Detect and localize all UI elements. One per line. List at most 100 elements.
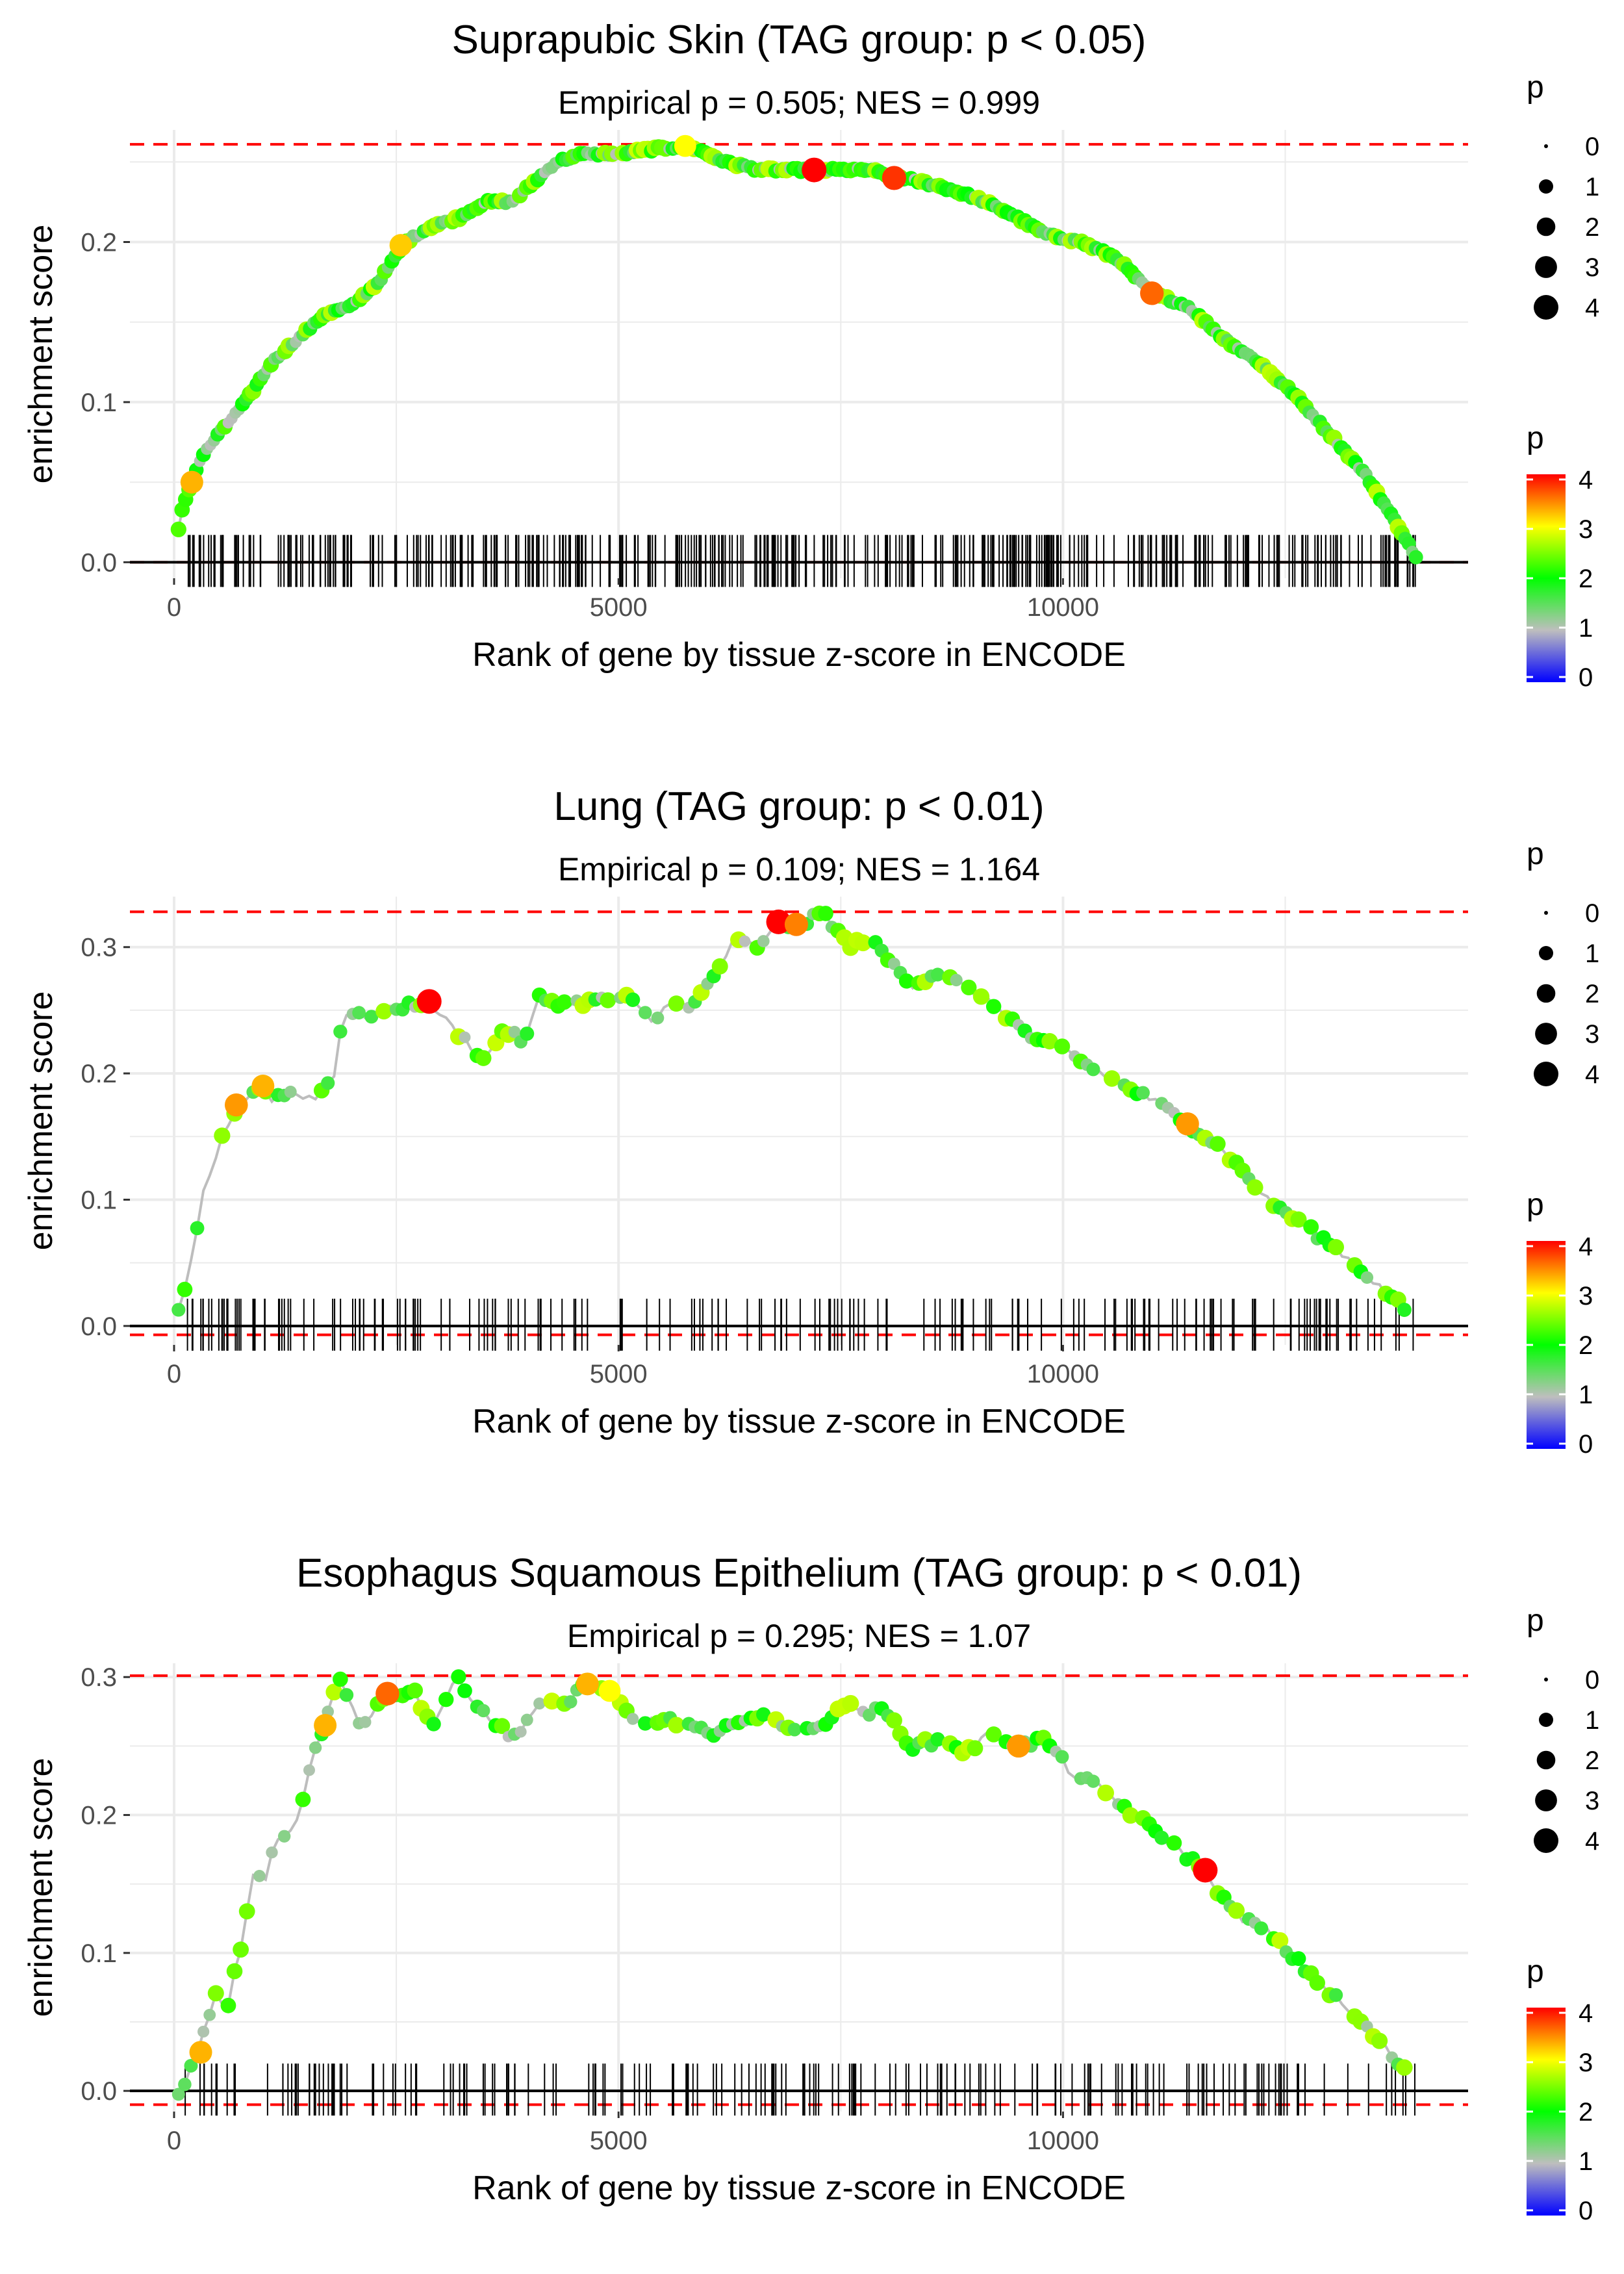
es-point xyxy=(1103,1070,1121,1087)
es-point xyxy=(303,1764,315,1776)
es-point xyxy=(651,1011,665,1025)
es-point xyxy=(333,1025,348,1039)
size-legend-key xyxy=(1539,1713,1553,1727)
es-point xyxy=(339,1688,354,1702)
es-point xyxy=(1086,1774,1100,1788)
es-point xyxy=(638,1716,653,1731)
es-point xyxy=(508,1025,521,1038)
size-legend-key xyxy=(1544,911,1548,915)
size-legend-label: 1 xyxy=(1585,173,1599,201)
x-tick-label: 10000 xyxy=(1027,2127,1099,2155)
chart-subtitle: Empirical p = 0.505; NES = 0.999 xyxy=(558,84,1040,121)
es-point xyxy=(203,2008,216,2021)
x-axis-label: Rank of gene by tissue z-score in ENCODE xyxy=(472,636,1126,674)
size-legend-key xyxy=(1539,946,1553,960)
y-tick-label: 0.1 xyxy=(81,1186,117,1214)
es-point xyxy=(197,2025,210,2038)
y-tick-label: 0.0 xyxy=(81,1312,117,1341)
es-point xyxy=(475,1050,492,1066)
es-point xyxy=(961,979,977,995)
es-point xyxy=(226,1963,243,1980)
es-point xyxy=(520,1026,535,1041)
panel-2: Lung (TAG group: p < 0.01) Empirical p = … xyxy=(22,784,1599,1459)
size-legend-key xyxy=(1534,1062,1558,1086)
size-legend-label: 3 xyxy=(1585,253,1599,282)
es-point xyxy=(638,1006,652,1019)
es-point xyxy=(451,1669,466,1685)
es-point xyxy=(253,1870,266,1882)
chart-subtitle: Empirical p = 0.109; NES = 1.164 xyxy=(558,851,1040,888)
es-point xyxy=(178,2077,192,2091)
color-legend-label: 1 xyxy=(1579,1381,1593,1409)
es-point-highlight xyxy=(784,912,808,936)
color-legend-label: 0 xyxy=(1579,2197,1593,2225)
es-point xyxy=(494,1718,511,1734)
es-point-highlight xyxy=(1176,1112,1199,1136)
color-legend-label: 4 xyxy=(1579,1233,1593,1261)
es-point xyxy=(177,1281,193,1297)
size-legend-key xyxy=(1534,1828,1558,1853)
es-point xyxy=(739,935,751,947)
es-point xyxy=(600,992,616,1008)
es-point xyxy=(950,973,963,987)
es-point xyxy=(1210,1136,1226,1152)
y-tick-label: 0.1 xyxy=(81,389,117,417)
size-legend-label: 4 xyxy=(1585,294,1599,322)
es-point xyxy=(556,994,572,1010)
es-point xyxy=(885,1712,902,1729)
y-tick-label: 0.0 xyxy=(81,548,117,577)
es-point-highlight xyxy=(1007,1734,1030,1758)
panel-3: Esophagus Squamous Epithelium (TAG group… xyxy=(22,1551,1599,2225)
y-tick-label: 0.1 xyxy=(81,1939,117,1968)
es-point xyxy=(171,1303,186,1317)
y-axis-label: enrichment score xyxy=(22,1758,60,2017)
es-point xyxy=(533,1697,546,1710)
es-point xyxy=(325,1683,343,1701)
color-legend-label: 3 xyxy=(1579,515,1593,544)
color-legend-title: p xyxy=(1527,421,1544,455)
rug-ticks xyxy=(186,1298,1414,1351)
size-legend-key xyxy=(1534,295,1558,320)
es-point xyxy=(1397,1302,1412,1317)
es-point xyxy=(426,1717,441,1731)
es-point xyxy=(1303,1219,1319,1235)
es-point xyxy=(1136,1086,1150,1100)
es-point xyxy=(626,1713,639,1725)
es-point xyxy=(543,1693,561,1710)
es-point xyxy=(1247,1179,1263,1196)
x-tick-label: 10000 xyxy=(1027,1360,1099,1388)
size-legend-label: 2 xyxy=(1585,213,1599,242)
x-tick-label: 5000 xyxy=(590,2127,648,2155)
es-point xyxy=(985,999,1002,1014)
es-point xyxy=(238,1903,255,1920)
color-legend-label: 3 xyxy=(1579,2049,1593,2077)
es-point-highlight xyxy=(224,1093,248,1117)
es-point-highlight xyxy=(576,1672,599,1696)
color-legend: p 0 1 2 3 4 xyxy=(1527,1188,1593,1459)
es-point xyxy=(668,995,685,1012)
size-legend-label: 4 xyxy=(1585,1060,1599,1089)
es-point xyxy=(309,1741,322,1754)
y-tick-label: 0.2 xyxy=(81,1060,117,1088)
es-point xyxy=(1408,550,1423,565)
es-point xyxy=(757,935,770,947)
es-point-highlight xyxy=(802,157,827,183)
color-legend-label: 1 xyxy=(1579,2147,1593,2176)
es-point xyxy=(514,1726,527,1738)
x-tick-label: 0 xyxy=(167,593,181,622)
es-point xyxy=(321,1076,335,1090)
y-tick-label: 0.3 xyxy=(81,934,117,962)
es-point xyxy=(1328,1987,1343,2002)
es-point xyxy=(930,1732,945,1747)
es-point xyxy=(359,1716,372,1728)
size-legend: p 0 1 2 3 4 xyxy=(1527,837,1599,1089)
y-tick-label: 0.0 xyxy=(81,2077,117,2106)
size-legend-key xyxy=(1536,984,1556,1003)
es-point xyxy=(1309,1974,1325,1991)
color-legend-title: p xyxy=(1527,1954,1544,1989)
size-legend-key xyxy=(1536,217,1556,236)
es-point-highlight xyxy=(674,134,696,157)
es-point xyxy=(787,1722,802,1737)
chart-title: Esophagus Squamous Epithelium (TAG group… xyxy=(296,1551,1302,1596)
